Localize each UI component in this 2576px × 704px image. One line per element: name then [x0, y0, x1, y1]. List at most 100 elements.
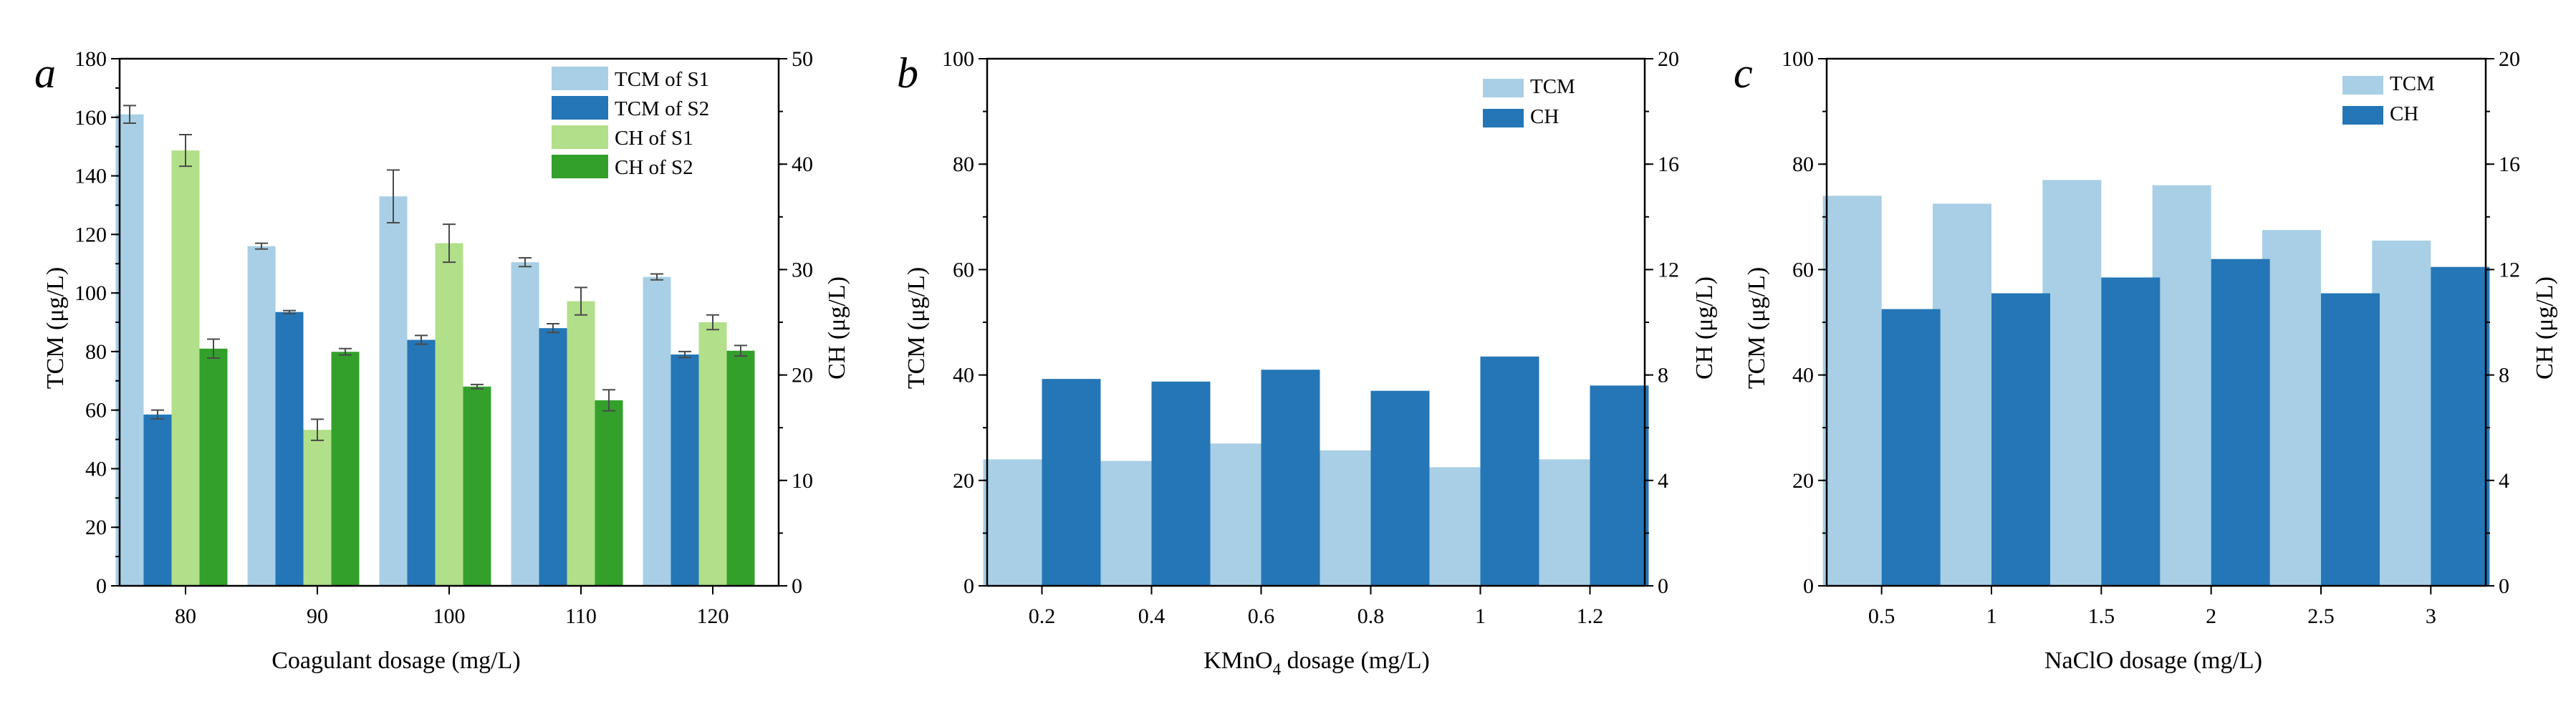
bar [567, 301, 595, 586]
legend-label: CH [2390, 102, 2418, 125]
y-tick-label-right: 0 [792, 574, 802, 598]
y-axis-title-left: TCM (μg/L) [42, 267, 69, 389]
x-tick-label: 1.2 [1577, 604, 1604, 628]
bar [2042, 180, 2102, 586]
x-tick-label: 0.5 [1868, 604, 1895, 628]
bar [1480, 356, 1539, 586]
bar [1991, 293, 2050, 586]
bar [1151, 381, 1211, 586]
y-tick-label-left: 0 [1803, 574, 1814, 598]
bar [2152, 185, 2211, 586]
bar [1531, 459, 1590, 586]
y-tick-label-left: 80 [953, 153, 974, 176]
panel-a: a 0 20 40 60 80 100 120 140 160 180 0 10 20 30 40 50 80 9… [34, 47, 850, 674]
legend-swatch [2342, 106, 2383, 125]
bar [698, 322, 727, 586]
y-axis-title-left: TCM (μg/L) [903, 267, 930, 389]
bar [1881, 309, 1941, 586]
y-tick-label-left: 0 [963, 574, 974, 598]
legend-swatch [1483, 79, 1524, 97]
y-tick-label-right: 50 [792, 47, 813, 71]
y-tick-label-left: 180 [75, 47, 107, 71]
y-axis-title-left: TCM (μg/L) [1744, 267, 1770, 389]
y-tick-label-left: 80 [1792, 153, 1814, 176]
bar [1261, 370, 1320, 586]
legend: TCM CH [2342, 72, 2435, 125]
y-tick-label-right: 20 [1658, 47, 1679, 71]
x-tick-label: 0.8 [1357, 604, 1385, 628]
bar [1822, 196, 1882, 586]
bar [435, 243, 463, 586]
bar [275, 312, 304, 586]
x-axis-title: NaClO dosage (mg/L) [2044, 647, 2262, 674]
x-axis-title: KMnO4 dosage (mg/L) [1203, 647, 1430, 678]
y-tick-label-left: 20 [85, 516, 107, 539]
y-tick-label-right: 4 [1658, 469, 1668, 493]
legend-swatch [1483, 109, 1524, 127]
bar [1312, 450, 1371, 586]
bar [2431, 266, 2490, 586]
x-tick-label: 110 [565, 604, 597, 628]
x-tick-label: 2.5 [2307, 604, 2335, 628]
y-tick-label-left: 0 [96, 574, 107, 598]
x-axis-title: Coagulant dosage (mg/L) [271, 647, 520, 674]
x-tick-label: 100 [433, 604, 466, 628]
bar [1092, 461, 1152, 586]
x-tick-label: 0.4 [1138, 604, 1166, 628]
x-tick-label: 0.6 [1248, 604, 1275, 628]
legend: TCM of S1 TCM of S2 CH of S1 CH of S2 [552, 67, 709, 179]
bar [171, 150, 200, 587]
x-axis-title-rest: dosage (mg/L) [1281, 647, 1430, 674]
bar [331, 352, 360, 586]
bar [2211, 259, 2270, 586]
y-tick-label-right: 16 [1658, 153, 1679, 176]
bar [1042, 379, 1101, 586]
panel-letter: b [897, 49, 918, 97]
bar [595, 400, 623, 586]
x-tick-label: 1 [1986, 604, 1997, 628]
y-tick-label-left: 100 [1782, 47, 1814, 71]
bar [1590, 385, 1649, 586]
bar [143, 414, 172, 586]
y-tick-label-right: 8 [1658, 364, 1668, 387]
y-tick-label-left: 40 [1792, 364, 1814, 387]
bar [726, 350, 755, 586]
x-tick-label: 2 [2206, 604, 2216, 628]
y-tick-label-right: 10 [792, 469, 813, 493]
legend-swatch [552, 96, 608, 120]
legend-label: TCM of S1 [615, 68, 709, 91]
x-axis-title-subscript: 4 [1273, 660, 1282, 678]
y-tick-label-left: 100 [75, 281, 107, 305]
panel-letter: a [34, 49, 56, 97]
legend-label: CH [1530, 105, 1559, 128]
y-axis-title-right: CH (μg/L) [1691, 276, 1718, 380]
x-tick-label: 1 [1475, 604, 1486, 628]
bar [247, 246, 276, 586]
bar [407, 339, 436, 586]
y-tick-label-right: 0 [2499, 574, 2509, 598]
plot-area: 0 20 40 60 80 100 0 4 8 12 16 20 0.2 0.4 0.6 0.8 1 1.2 TCM… [942, 47, 1679, 628]
y-tick-label-right: 16 [2499, 153, 2520, 176]
y-tick-label-left: 140 [75, 165, 107, 188]
y-tick-label-right: 4 [2499, 469, 2509, 493]
bar [671, 354, 699, 586]
y-tick-label-left: 80 [85, 340, 107, 364]
plot-area: 0 20 40 60 80 100 120 140 160 180 0 10 20 30 40 50 80 90 1… [75, 47, 813, 628]
legend-label: TCM [2390, 72, 2435, 95]
y-tick-label-right: 30 [792, 258, 813, 281]
panel-b: b 0 20 40 60 80 100 0 4 8 12 16 20 0.2 0.4 0.6 0.8 1 1.2 T… [897, 47, 1718, 678]
legend: TCM CH [1483, 75, 1575, 128]
bar [303, 430, 332, 586]
bar [539, 328, 567, 586]
bar [2262, 230, 2321, 586]
bar [199, 348, 228, 586]
legend-label: CH of S1 [615, 127, 693, 150]
y-tick-label-left: 20 [953, 469, 974, 493]
x-tick-label: 0.2 [1029, 604, 1056, 628]
y-tick-label-left: 20 [1792, 469, 1814, 493]
bar [511, 262, 539, 586]
y-tick-label-right: 12 [2499, 258, 2520, 281]
y-tick-label-right: 12 [1658, 258, 1679, 281]
